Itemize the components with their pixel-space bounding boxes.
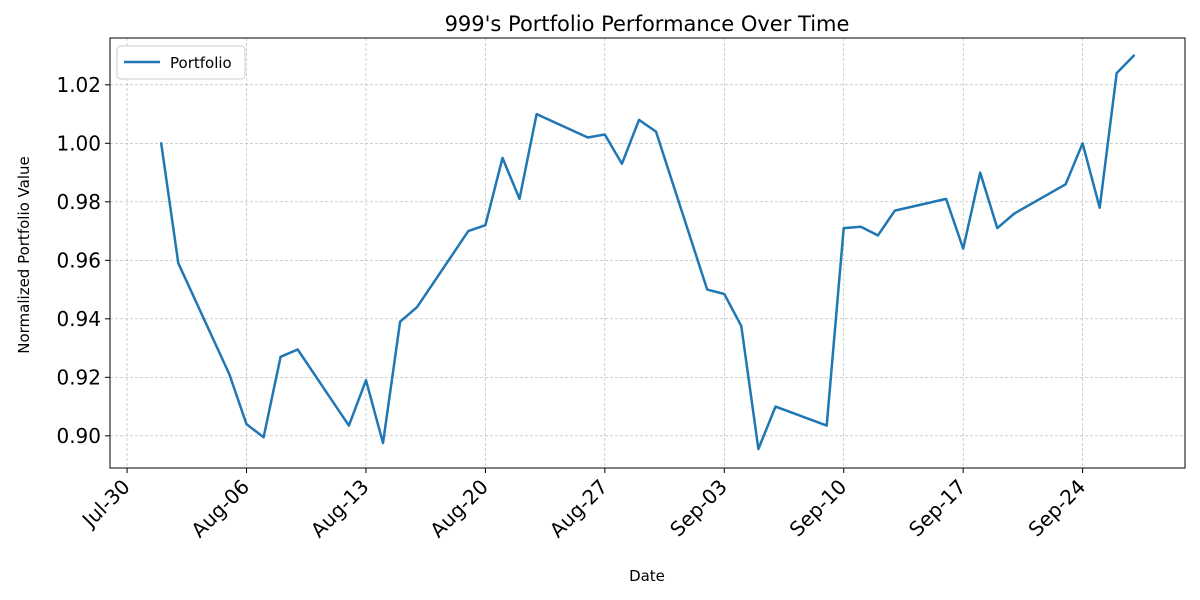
y-axis-label: Normalized Portfolio Value	[15, 156, 33, 354]
series-layer	[159, 54, 1136, 451]
legend-box	[116, 45, 246, 80]
legend-entry-label: Portfolio	[170, 54, 232, 72]
y-tick-label: 0.94	[56, 307, 101, 331]
y-tick-label: 0.92	[56, 365, 101, 389]
x-axis-label: Date	[629, 567, 665, 585]
grid-lines	[110, 38, 1185, 468]
legend: Portfolio	[116, 45, 246, 80]
y-tick-label: 0.98	[56, 190, 101, 214]
y-tick-label: 0.96	[56, 248, 101, 272]
chart-title: 999's Portfolio Performance Over Time	[445, 12, 850, 36]
y-tick-label: 1.00	[56, 131, 101, 155]
y-tick-label: 0.90	[56, 424, 101, 448]
y-axis-ticks: 0.90 0.92 0.94 0.96 0.98 1.00 1.02	[56, 73, 110, 448]
y-tick-label: 1.02	[56, 73, 101, 97]
plot-frame	[109, 37, 1186, 469]
portfolio-series-line	[159, 54, 1136, 451]
